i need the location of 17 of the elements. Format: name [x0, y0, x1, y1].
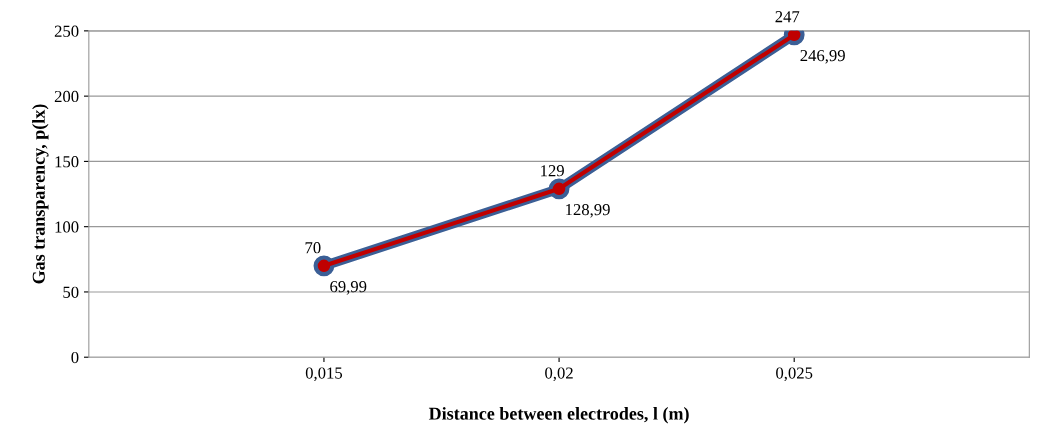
- y-tick-label: 100: [55, 221, 79, 233]
- data-label: 129: [541, 165, 564, 177]
- y-tick-label: 150: [55, 156, 79, 168]
- y-tick-label: 200: [54, 90, 79, 103]
- data-label: 128,99: [566, 203, 610, 218]
- y-tick-label: 0: [71, 351, 79, 364]
- y-tick-label: 250: [54, 25, 79, 37]
- y-axis-title: Gas transparency, p(lx): [32, 104, 49, 284]
- data-label: 70: [305, 242, 321, 254]
- data-label: 246,99: [800, 49, 845, 64]
- x-tick-label: 0,025: [776, 367, 813, 382]
- data-label: 247: [775, 11, 800, 23]
- x-tick-label: 0,015: [305, 367, 343, 382]
- y-tick-label: 50: [63, 286, 79, 298]
- x-axis-title: Distance between electrodes, l (m): [428, 407, 689, 424]
- data-label: 69,99: [330, 281, 367, 295]
- x-tick-label: 0,02: [545, 367, 573, 382]
